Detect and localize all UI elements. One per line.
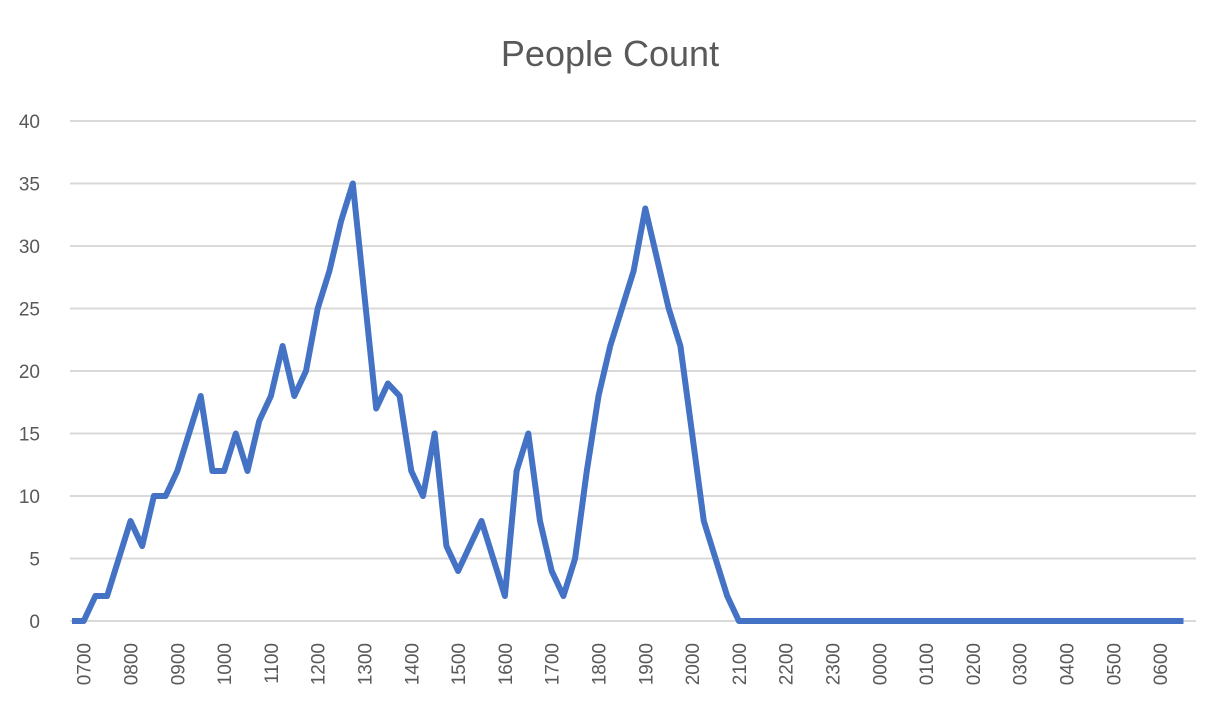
- y-tick-label: 40: [19, 112, 40, 133]
- x-tick-label: 0100: [917, 643, 938, 685]
- x-tick-label: 2000: [683, 643, 704, 685]
- y-tick-label: 10: [19, 487, 40, 508]
- x-tick-label: 0300: [1011, 643, 1032, 685]
- y-tick-label: 30: [19, 237, 40, 258]
- y-tick-label: 5: [29, 550, 40, 571]
- x-tick-label: 0000: [870, 643, 891, 685]
- y-axis-ticks: 0 5 10 15 20 25 30 35 40: [19, 112, 40, 633]
- x-tick-label: 0400: [1058, 643, 1079, 685]
- x-tick-label: 1900: [636, 643, 657, 685]
- x-tick-label: 1100: [262, 643, 283, 684]
- x-tick-label: 1700: [543, 643, 564, 685]
- y-tick-label: 20: [19, 362, 40, 383]
- x-tick-label: 2200: [777, 643, 798, 685]
- x-tick-label: 0500: [1104, 643, 1125, 685]
- x-tick-label: 2100: [730, 643, 751, 685]
- x-tick-label: 1600: [496, 643, 517, 685]
- y-tick-label: 15: [19, 425, 40, 446]
- series-line: [72, 180, 1184, 624]
- x-tick-label: 1400: [402, 643, 423, 685]
- y-tick-label: 35: [19, 175, 40, 196]
- x-axis-ticks: 0700 0800 0900 1000 1100 1200 1300 1400 1500 1600…: [75, 643, 1172, 685]
- gridlines: [70, 120, 1196, 622]
- series-group: [72, 180, 1184, 624]
- x-tick-label: 0900: [168, 643, 189, 685]
- x-tick-label: 0200: [964, 643, 985, 685]
- x-tick-label: 1200: [309, 643, 330, 685]
- x-tick-label: 1800: [590, 643, 611, 685]
- x-tick-label: 1000: [215, 643, 236, 685]
- x-tick-label: 1300: [356, 643, 377, 685]
- x-tick-label: 2300: [824, 643, 845, 685]
- x-tick-label: 0600: [1151, 643, 1172, 685]
- x-tick-label: 0800: [122, 643, 143, 685]
- x-tick-label: 0700: [75, 643, 96, 685]
- chart-title: People Count: [501, 33, 719, 74]
- x-tick-label: 1500: [449, 643, 470, 685]
- y-tick-label: 0: [29, 612, 40, 633]
- y-tick-label: 25: [19, 300, 40, 321]
